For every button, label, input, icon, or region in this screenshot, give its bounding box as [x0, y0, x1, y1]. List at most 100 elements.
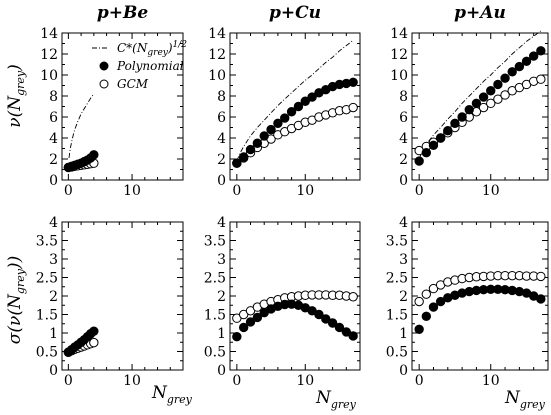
y-tick-label: 6	[399, 110, 408, 126]
y-tick-label: 0.5	[36, 345, 58, 361]
y-tick-label: 3.5	[36, 234, 58, 250]
row-label-bottom: σ(ν(Ngrey))	[5, 256, 27, 344]
polynomial-point	[232, 158, 242, 168]
x-tick-label: 10	[482, 183, 500, 199]
svg-text:ν(Ngrey): ν(Ngrey)	[5, 64, 27, 128]
x-tick-label: 0	[415, 183, 424, 199]
polynomial-point	[232, 332, 242, 342]
polynomial-point	[493, 79, 503, 90]
row-label-top-close: )	[5, 64, 25, 72]
polynomial-point	[428, 302, 439, 312]
xaxis-label-middle: Ngrey	[315, 388, 357, 411]
y-tick-label: 1.5	[386, 308, 408, 324]
y-tick-label: 0	[49, 363, 58, 379]
polynomial-point	[435, 296, 446, 307]
y-tick-label: 8	[217, 89, 226, 105]
y-tick-label: 4	[217, 215, 226, 231]
y-tick-label: 8	[49, 89, 58, 105]
svg-text:σ(ν(Ngrey)): σ(ν(Ngrey))	[5, 256, 27, 344]
polynomial-point	[348, 331, 358, 341]
gcm-point	[493, 94, 503, 104]
y-tick-label: 2	[217, 289, 226, 305]
panel-title: p+Cu	[269, 3, 321, 23]
polynomial-point	[327, 318, 338, 328]
polynomial-point	[280, 113, 290, 123]
polynomial-point	[457, 112, 467, 122]
row-label-bottom-sym: ν	[5, 316, 25, 326]
svg-text:Ngrey: Ngrey	[151, 383, 193, 406]
series-theory-line	[418, 30, 542, 160]
xaxis-label-middle-sub: grey	[331, 398, 357, 411]
y-tick-label: 4	[399, 215, 408, 231]
y-tick-label: 14	[208, 26, 226, 42]
polynomial-point	[286, 107, 297, 117]
polynomial-point	[89, 326, 99, 336]
y-tick-label: 0	[399, 363, 408, 379]
polynomial-point	[450, 118, 460, 129]
polynomial-point	[428, 140, 439, 151]
y-tick-label: 1.5	[36, 308, 58, 324]
y-tick-label: 12	[208, 47, 226, 63]
row-label-bottom-pre: σ(	[5, 326, 25, 345]
series-theory-line	[68, 93, 95, 158]
svg-text:Ngrey: Ngrey	[504, 388, 546, 411]
polynomial-point	[89, 150, 99, 160]
row-label-bottom-close: ))	[5, 256, 25, 270]
legend-theory-sub: grey	[147, 48, 168, 58]
polynomial-point	[321, 314, 331, 324]
x-tick-label: 10	[123, 373, 141, 389]
row-label-top-sub: grey	[14, 70, 27, 96]
y-tick-label: 1	[399, 326, 408, 342]
panel-title: p+Be	[97, 3, 148, 23]
y-tick-label: 14	[390, 26, 408, 42]
xaxis-label-middle-main: N	[315, 388, 332, 408]
gcm-point	[536, 74, 546, 84]
legend-theory-sup: 1/2	[173, 40, 188, 50]
polynomial-point	[307, 92, 317, 102]
y-tick-label: 3.5	[204, 234, 226, 250]
polynomial-point	[536, 294, 546, 304]
gcm-point	[414, 296, 424, 307]
polynomial-point	[300, 96, 310, 106]
xaxis-label-right-sub: grey	[520, 398, 546, 411]
polynomial-point	[443, 125, 453, 136]
legend-theory-pre: C*(N	[117, 41, 148, 55]
legend-gcm-label: GCM	[117, 77, 149, 91]
x-tick-label: 0	[64, 183, 73, 199]
polynomial-point	[252, 138, 263, 148]
series-theory-line	[236, 39, 354, 162]
polynomial-point	[478, 92, 489, 102]
y-tick-label: 0.5	[386, 345, 408, 361]
legend-polynomial-label: Polynomial	[116, 59, 184, 73]
polynomial-point	[273, 118, 283, 129]
polynomial-point	[500, 73, 510, 83]
y-tick-label: 1.5	[204, 308, 226, 324]
panel-bottom-2: 0 0.5 1 1.5 2 2.5 3 3.5 4 0 10	[386, 215, 549, 389]
gcm-point	[478, 102, 489, 113]
gcm-point	[348, 102, 358, 113]
xaxis-label-left: Ngrey	[151, 383, 193, 406]
y-tick-label: 1	[49, 326, 58, 342]
y-tick-label: 4	[49, 215, 58, 231]
gcm-point	[500, 90, 510, 100]
svg-text:Ngrey: Ngrey	[315, 388, 357, 411]
x-tick-label: 0	[415, 373, 424, 389]
polynomial-point	[266, 124, 276, 135]
x-tick-label: 0	[232, 373, 241, 389]
x-tick-label: 10	[296, 373, 314, 389]
legend-polynomial-marker	[99, 61, 109, 71]
y-tick-label: 0.5	[204, 345, 226, 361]
legend-theory-post: )	[167, 41, 173, 55]
y-tick-label: 8	[399, 89, 408, 105]
y-tick-label: 6	[217, 110, 226, 126]
y-tick-label: 4	[399, 131, 408, 147]
xaxis-label-left-main: N	[151, 383, 168, 403]
legend: C*(Ngrey)1/2 Polynomial GCM	[92, 40, 187, 91]
gcm-point	[536, 271, 546, 282]
y-tick-label: 2	[399, 152, 408, 168]
polynomial-point	[414, 156, 424, 166]
polynomial-point	[334, 322, 345, 333]
